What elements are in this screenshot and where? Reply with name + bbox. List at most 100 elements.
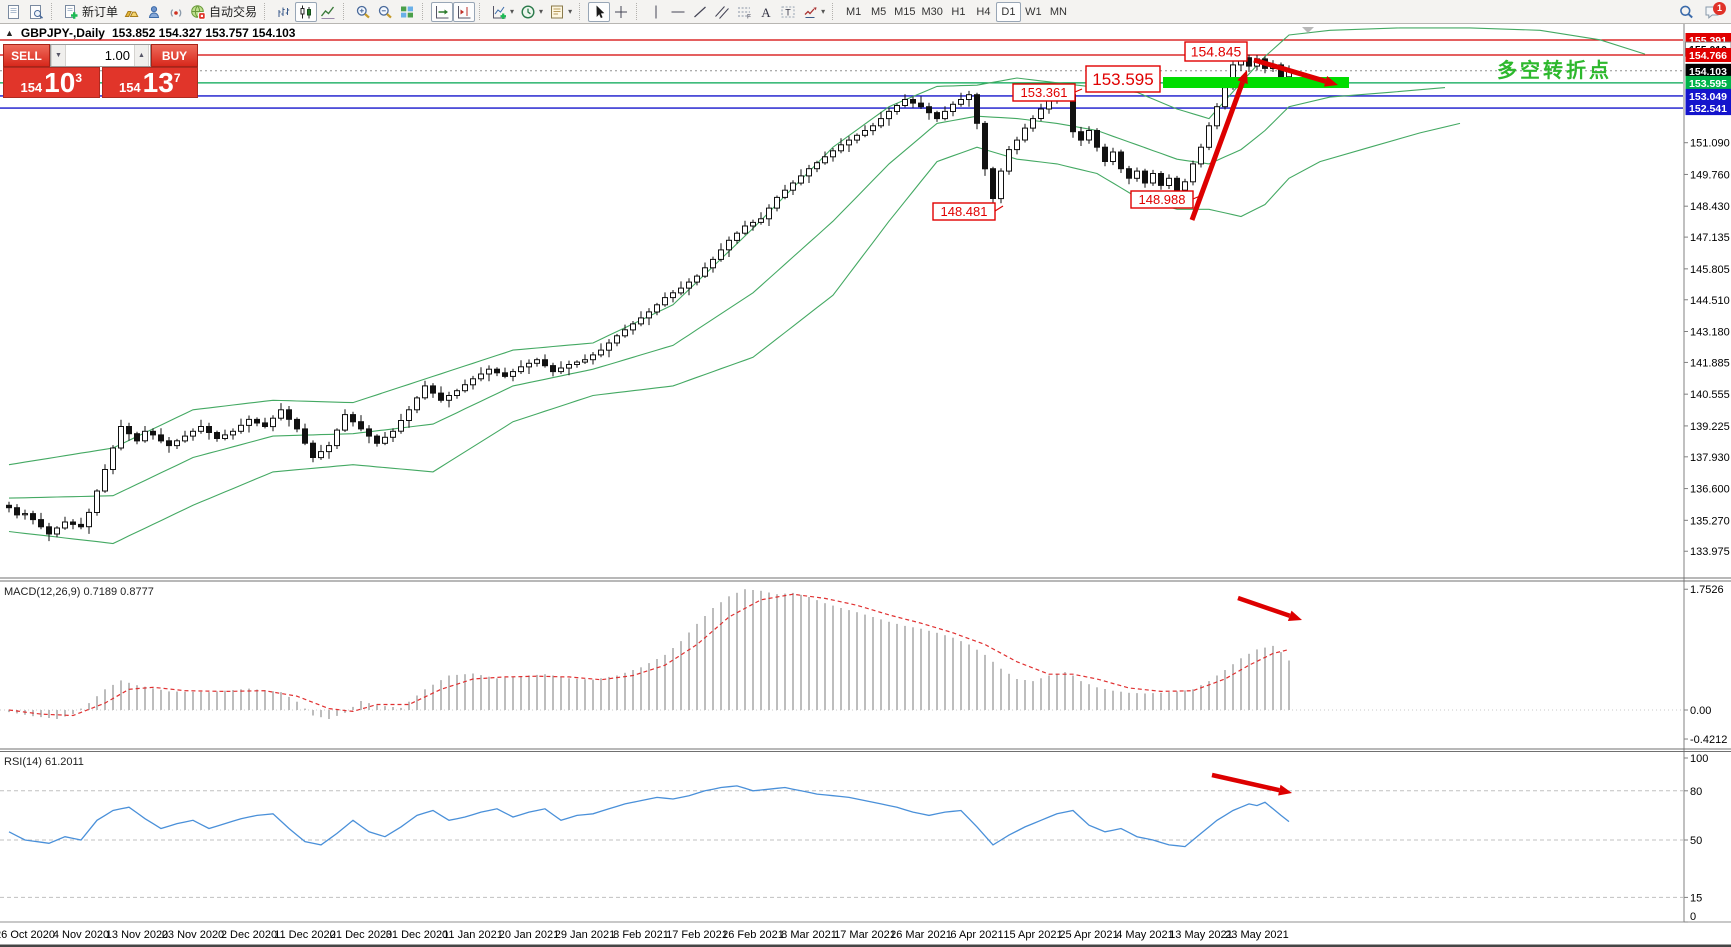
volume-input[interactable] [66,45,134,66]
svg-text:139.225: 139.225 [1690,421,1730,433]
market-watch-button[interactable] [143,2,165,22]
svg-text:A: A [761,5,771,20]
svg-text:26 Oct 2020: 26 Oct 2020 [0,929,55,941]
toolbar-group [352,0,418,23]
timeframe-m5-button[interactable]: M5 [866,2,891,22]
sell-price[interactable]: 154 10 3 [3,67,100,98]
autotrading-button[interactable]: 自动交易 [187,2,260,22]
svg-text:20 Jan 2021: 20 Jan 2021 [499,929,560,941]
auto-scroll-button[interactable] [431,1,454,22]
zoom-out-button[interactable] [374,2,396,22]
timeframe-d1-button[interactable]: D1 [995,1,1021,22]
horizontal-level-lines [0,39,1683,109]
svg-text:148.988: 148.988 [1139,192,1186,207]
svg-text:145.805: 145.805 [1690,264,1730,276]
tile-windows-button[interactable] [396,2,418,22]
timeframe-m1-button[interactable]: M1 [841,2,866,22]
svg-text:149.760: 149.760 [1690,169,1730,181]
svg-text:1.7526: 1.7526 [1690,584,1724,596]
chart-shift-button[interactable] [453,1,476,22]
timeframe-h1-button[interactable]: H1 [946,2,971,22]
autoscroll-icon [436,5,449,18]
line-chart-button[interactable] [317,2,339,22]
person-icon [148,5,160,18]
buy-price-value: 13 [142,67,174,99]
arrows-button[interactable]: ▾ [799,2,828,22]
svg-text:26 Feb 2021: 26 Feb 2021 [722,929,784,941]
signals-button[interactable] [165,2,187,22]
template-icon [551,5,564,18]
buy-price-prefix: 154 [118,79,141,95]
buy-price[interactable]: 154 13 7 [101,67,198,99]
candlestick-chart-button[interactable] [295,1,318,22]
svg-text:17 Mar 2021: 17 Mar 2021 [834,929,896,941]
crosshair-button[interactable] [610,2,632,22]
timeframe-h4-button[interactable]: H4 [971,2,996,22]
svg-text:MACD(12,26,9) 0.7189 0.8777: MACD(12,26,9) 0.7189 0.8777 [4,586,154,598]
collapse-icon[interactable]: ▲ [5,28,14,38]
timeframe-m30-button[interactable]: M30 [919,2,946,22]
notifications-button[interactable]: 1 [1701,1,1726,22]
linechart-icon [320,6,335,19]
panel-separators [0,577,1731,947]
arrows-icon [804,6,817,18]
cursor-button[interactable] [588,1,611,22]
text-label-button[interactable]: T [777,2,799,22]
fibonacci-button[interactable]: F [733,2,755,22]
toolbar-separator [264,3,269,20]
chart-profiles-button[interactable] [25,2,47,22]
rsi-panel: RSI(14) 61.2011 100 80 50 15 0 [0,753,1708,923]
volume-increase-button[interactable]: ▲ [134,45,149,66]
hline-icon [671,11,685,12]
gold-icon [124,10,139,17]
bar-chart-button[interactable] [273,2,295,22]
toolbar-group [3,0,47,23]
chartshift-icon [458,5,471,18]
svg-text:23 Nov 2020: 23 Nov 2020 [162,929,224,941]
toolbar-group: F A T ▾ [645,0,828,23]
horizontal-line-button[interactable] [667,2,689,22]
timeframe-w1-button[interactable]: W1 [1021,2,1046,22]
svg-text:4 May 2021: 4 May 2021 [1116,929,1173,941]
chart-annotations: 153.361 148.481 148.988 154.845 153.595 多空转折点 [932,27,1609,221]
templates-button[interactable]: ▾ [546,2,575,22]
toolbar-separator [832,3,837,20]
svg-text:F: F [747,13,751,20]
indicators-button[interactable]: ▾ [488,2,517,22]
toolbar-group [588,0,632,23]
sell-button[interactable]: SELL [3,44,50,67]
volume-decrease-button[interactable]: ▼ [51,45,66,66]
search-icon [1680,5,1693,18]
new-chart-button[interactable] [3,2,25,22]
vertical-line-button[interactable] [645,2,667,22]
svg-text:6 Apr 2021: 6 Apr 2021 [950,929,1003,941]
indicators-icon [493,5,507,19]
svg-text:137.930: 137.930 [1690,452,1730,464]
labelT-icon: T [781,6,795,17]
equidistant-channel-button[interactable] [711,2,733,22]
trendline-button[interactable] [689,2,711,22]
svg-text:135.270: 135.270 [1690,515,1730,527]
search-button[interactable] [1675,2,1697,22]
zoom-in-button[interactable] [352,2,374,22]
price-axis: 151.090 149.760 148.430 147.135 145.805 144.5… [1683,24,1731,922]
svg-text:50: 50 [1690,835,1702,847]
text-button[interactable]: A [755,2,777,22]
timeframe-m15-button[interactable]: M15 [891,2,918,22]
svg-text:T: T [785,7,791,17]
svg-text:11 Jan 2021: 11 Jan 2021 [443,929,503,941]
svg-text:29 Jan 2021: 29 Jan 2021 [555,929,616,941]
volume-stepper: ▼ ▲ [50,44,151,67]
periods-button[interactable]: ▾ [517,2,546,22]
metaeditor-button[interactable] [121,2,143,22]
new-order-button[interactable]: 新订单 [60,2,121,22]
svg-text:143.180: 143.180 [1690,327,1730,339]
svg-text:153.049: 153.049 [1689,91,1727,103]
svg-text:0: 0 [1690,911,1696,923]
doczoom-icon [30,4,44,19]
timeframe-mn-button[interactable]: MN [1046,2,1071,22]
buy-button[interactable]: BUY [151,44,198,67]
